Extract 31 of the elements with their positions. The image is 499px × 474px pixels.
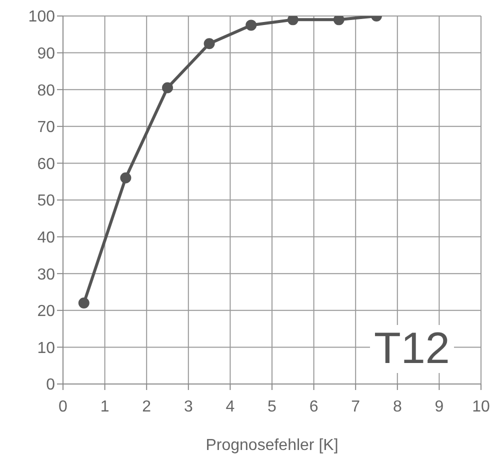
x-tick-label: 9 (434, 398, 444, 416)
y-tick-label: 100 (28, 8, 56, 26)
y-tick-label: 70 (37, 119, 56, 136)
x-tick-label: 0 (58, 398, 68, 416)
x-tick-label: 2 (142, 398, 152, 416)
x-tick-label: 10 (472, 398, 490, 416)
point (78, 298, 90, 309)
point (246, 20, 257, 31)
y-tick-label: 30 (37, 266, 56, 284)
x-tick-label: 5 (268, 398, 277, 416)
x-axis-title: Prognosefehler [K] (206, 437, 338, 454)
y-tick-label: 20 (37, 303, 56, 320)
annotation: T12 (370, 324, 454, 373)
x-tick-label: 1 (100, 398, 110, 416)
y-tick-label: 60 (37, 156, 56, 173)
x-tick-label: 8 (392, 398, 402, 416)
y-tick-label: 80 (37, 82, 56, 100)
y-tick-label: 0 (46, 376, 56, 394)
y-tick-label: 40 (37, 229, 56, 246)
point (120, 172, 132, 184)
x-tick-label: 3 (184, 398, 193, 416)
y-tick-label: 50 (37, 192, 56, 210)
x-tick-label: 4 (226, 398, 235, 416)
y-tick-label: 10 (37, 340, 56, 357)
y-tick-label: 90 (37, 45, 56, 62)
x-tick-label: 6 (309, 398, 318, 416)
x-tick-label: 7 (351, 398, 360, 416)
point (204, 38, 215, 50)
point (287, 16, 298, 26)
point (162, 82, 173, 94)
point (333, 16, 344, 26)
